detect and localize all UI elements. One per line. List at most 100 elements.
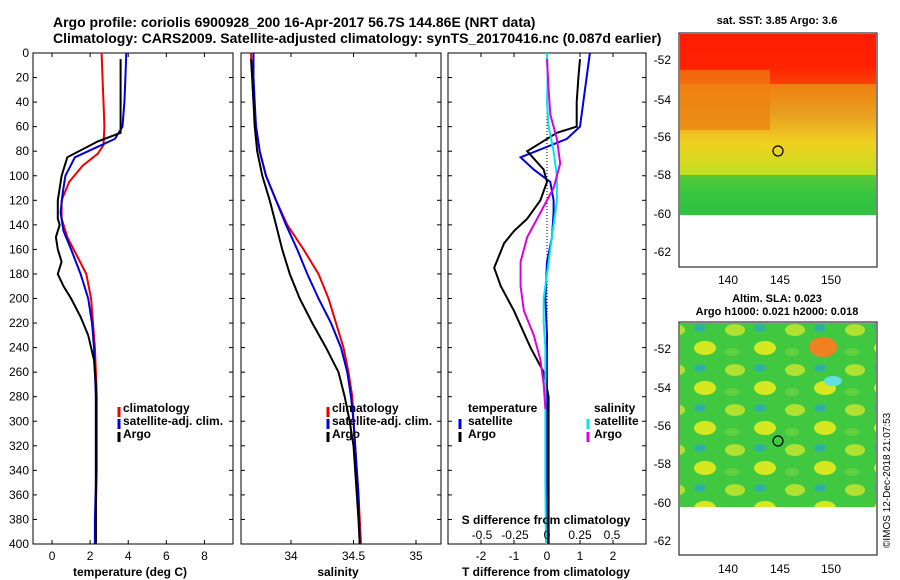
sst-lon-ticks: 140 145 150 [718, 273, 841, 287]
depth-tick-label: 340 [9, 463, 29, 477]
sla-lat-ticks: -52 -54 -56 -58 -60 -62 [654, 342, 672, 548]
x-tick-label: 34 [284, 549, 298, 563]
depth-tick-label: 260 [9, 365, 29, 379]
title-line-2: Climatology: CARS2009. Satellite-adjuste… [53, 30, 661, 46]
sla-high-anomaly [809, 337, 837, 357]
s-difference-ticks: -0.5 -0.25 0 0.25 0.5 [472, 528, 621, 542]
temperature-xlabel: temperature (deg C) [73, 565, 187, 579]
lon-tick: 145 [770, 562, 790, 576]
depth-tick-label: 200 [9, 292, 29, 306]
depth-tick-label: 40 [16, 95, 30, 109]
series-line-t-argo [493, 59, 581, 544]
depth-tick-label: 280 [9, 390, 29, 404]
sla-map-title-1: Altim. SLA: 0.023 [732, 293, 822, 305]
lat-tick: -58 [654, 168, 672, 182]
temperature-panel: 0204060801001201401601802002202402602803… [9, 46, 234, 579]
s-tick: 0.5 [604, 528, 621, 542]
sla-low-anomaly [824, 376, 842, 386]
legend-s-argo: Argo [594, 427, 622, 441]
sla-lon-ticks: 140 145 150 [718, 562, 841, 576]
x-tick-label: 1 [577, 549, 584, 563]
temperature-axis: 0 2 4 6 8 [49, 53, 208, 563]
depth-axis: 0 20 40 60 80 100 120 140 160 180 200 220 240 260 280 3… [9, 46, 29, 551]
salinity-axis: 34 34.5 35 [284, 53, 423, 563]
depth-tick-label: 360 [9, 488, 29, 502]
series-line-argo [250, 59, 361, 545]
lon-tick: 145 [770, 273, 790, 287]
x-tick-label: 0 [544, 549, 551, 563]
lat-tick: -62 [654, 534, 672, 548]
salinity-xlabel: salinity [317, 565, 359, 579]
lat-tick: -54 [654, 381, 672, 395]
t-difference-xlabel: T difference from climatology [462, 565, 630, 579]
legend-s-satellite: satellite [594, 414, 639, 428]
lon-tick: 150 [821, 562, 841, 576]
depth-tick-label: 400 [9, 537, 29, 551]
lat-tick: -56 [654, 419, 672, 433]
sst-green-band [680, 175, 876, 215]
x-tick-label: 0 [49, 549, 56, 563]
sst-map-title: sat. SST: 3.85 Argo: 3.6 [717, 15, 838, 27]
argo-location-marker [772, 435, 784, 447]
depth-tick-label: 20 [16, 71, 30, 85]
s-tick: -0.25 [501, 528, 529, 542]
temperature-legend: climatology satellite-adj. clim. Argo [117, 401, 223, 442]
legend-argo: Argo [332, 427, 360, 441]
depth-tick-label: 380 [9, 512, 29, 526]
x-tick-label: 8 [201, 549, 208, 563]
depth-tick-label: 140 [9, 218, 29, 232]
depth-tick-label: 300 [9, 414, 29, 428]
sla-field [680, 323, 876, 507]
title-line-1: Argo profile: coriolis 6900928_200 16-Ap… [53, 14, 535, 30]
depth-tick-label: 60 [16, 120, 30, 134]
lat-tick: -58 [654, 457, 672, 471]
x-tick-label: 4 [125, 549, 132, 563]
lon-tick: 140 [718, 562, 738, 576]
argo-location-marker [772, 145, 784, 157]
sst-orange-band [680, 70, 770, 130]
series-line-argo [54, 59, 122, 544]
depth-tick-label: 160 [9, 242, 29, 256]
depth-tick-label: 240 [9, 341, 29, 355]
s-tick: 0.25 [568, 528, 592, 542]
legend-satellite: satellite-adj. clim. [123, 414, 223, 428]
lon-tick: 150 [821, 273, 841, 287]
depth-tick-label: 320 [9, 439, 29, 453]
temperature-series [54, 52, 128, 544]
temperature-plot-area [32, 52, 234, 545]
depth-tick-label: 180 [9, 267, 29, 281]
lon-tick: 140 [718, 273, 738, 287]
x-tick-label: 2 [610, 549, 617, 563]
depth-tick-label: 0 [22, 46, 29, 60]
s-tick: 0 [544, 528, 551, 542]
x-tick-label: 35 [409, 549, 423, 563]
lat-tick: -62 [654, 245, 672, 259]
salinity-legend: climatology satellite-adj. clim. Argo [326, 401, 432, 442]
x-tick-label: 34.5 [342, 549, 366, 563]
salinity-series [250, 52, 362, 545]
s-tick: -0.5 [472, 528, 493, 542]
imos-footer: ©IMOS 12-Dec-2018 21:07:53 [882, 412, 893, 548]
lat-tick: -60 [654, 496, 672, 510]
sst-lat-ticks: -52 -54 -56 -58 -60 -62 [654, 53, 672, 259]
difference-legend: temperature satellite Argo salinity sate… [458, 401, 639, 442]
lat-tick: -52 [654, 342, 672, 356]
salinity-plot-area [240, 52, 442, 545]
lat-tick: -56 [654, 130, 672, 144]
salinity-panel: 34 34.5 35 salinity climatology satellite-… [240, 52, 442, 579]
sla-map: Altim. SLA: 0.023 Argo h1000: 0.021 h200… [654, 293, 878, 576]
sst-map: sat. SST: 3.85 Argo: 3.6 -52 -54 -56 -58… [654, 15, 878, 287]
legend-argo: Argo [123, 427, 151, 441]
s-difference-label: S difference from climatology [462, 513, 631, 527]
difference-series [493, 52, 591, 545]
x-tick-label: 6 [163, 549, 170, 563]
series-line-s-argo [519, 59, 562, 410]
x-tick-label: 2 [87, 549, 94, 563]
legend-climatology: climatology [332, 401, 399, 415]
depth-tick-label: 100 [9, 169, 29, 183]
series-line-satellite-adj-clim- [252, 53, 361, 545]
x-tick-label: -2 [476, 549, 487, 563]
depth-tick-label: 120 [9, 193, 29, 207]
legend-satellite: satellite-adj. clim. [332, 414, 432, 428]
